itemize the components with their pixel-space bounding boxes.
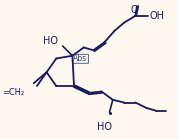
Text: HO: HO bbox=[97, 122, 112, 132]
Text: =CH₂: =CH₂ bbox=[2, 88, 24, 97]
Text: HO: HO bbox=[43, 36, 58, 46]
Text: OH: OH bbox=[149, 11, 164, 21]
Text: O: O bbox=[131, 5, 138, 15]
Text: Abs: Abs bbox=[73, 54, 88, 63]
FancyBboxPatch shape bbox=[72, 54, 88, 63]
